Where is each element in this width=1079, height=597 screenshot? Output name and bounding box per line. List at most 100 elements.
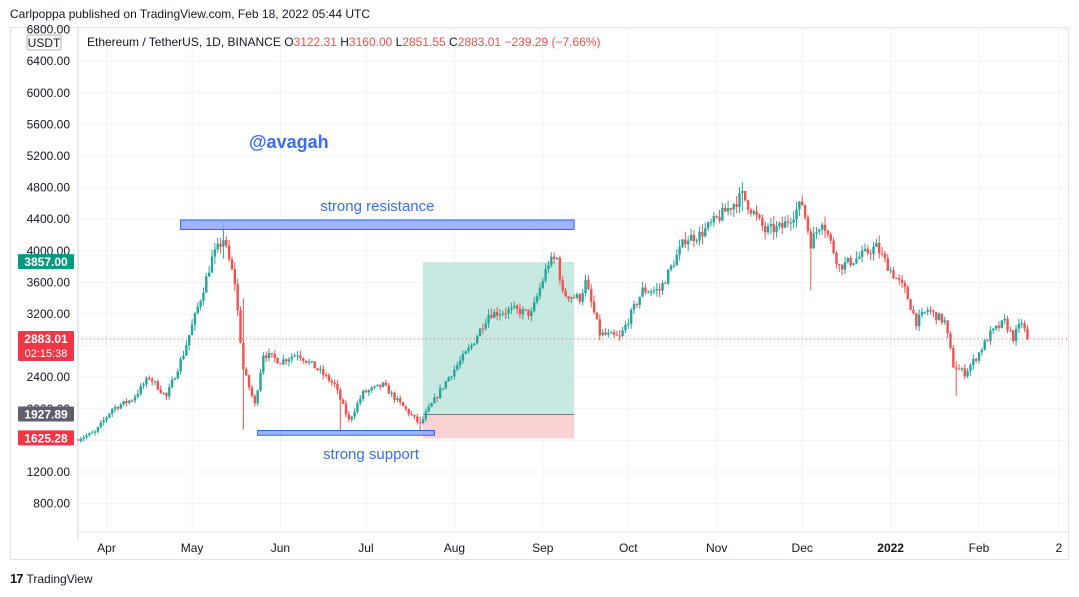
candle-body xyxy=(356,403,359,412)
candle-body xyxy=(219,243,222,247)
y-tick-label[interactable]: 5600.00 xyxy=(27,117,71,131)
x-tick-label[interactable]: Feb xyxy=(969,541,990,555)
candle-body xyxy=(507,309,510,314)
candle-body xyxy=(225,240,228,246)
candle-body xyxy=(304,360,308,363)
current-price-badge-bg xyxy=(18,331,74,362)
candle-body xyxy=(607,332,610,335)
candle-body xyxy=(1003,318,1006,321)
x-tick-label[interactable]: Oct xyxy=(619,541,638,555)
candle-body xyxy=(296,355,299,357)
candle-body xyxy=(524,309,527,311)
x-tick-label[interactable]: 2 xyxy=(1056,541,1063,555)
y-tick-label[interactable]: 2400.00 xyxy=(27,370,71,384)
annotations[interactable]: strong resistance strong support @avagah xyxy=(180,132,575,463)
resistance-zone[interactable] xyxy=(180,219,575,230)
candle-body xyxy=(564,290,567,297)
currency-label[interactable]: USDT xyxy=(28,36,61,50)
candle-body xyxy=(778,223,781,226)
candle-body xyxy=(324,374,328,376)
y-tick-label[interactable]: 3600.00 xyxy=(27,275,71,289)
candle-body xyxy=(478,328,482,337)
x-tick-label[interactable]: May xyxy=(181,541,204,555)
candle-body xyxy=(872,246,875,255)
candle-body xyxy=(518,308,522,315)
candle-body xyxy=(122,401,125,405)
candle-body xyxy=(341,399,345,404)
candle-body xyxy=(1017,323,1021,329)
candle-body xyxy=(749,209,753,214)
candle-body xyxy=(487,314,490,324)
y-tick-label[interactable]: 6400.00 xyxy=(27,54,71,68)
candle-body xyxy=(712,215,716,223)
candle-body xyxy=(473,343,476,346)
footer-brand[interactable]: TradingView xyxy=(26,571,93,586)
candle-body xyxy=(672,265,676,267)
time-axis[interactable]: Apr May Jun Jul Aug Sep Oct Nov Dec 2022 Feb 2 xyxy=(78,531,1068,555)
x-tick-label[interactable]: Nov xyxy=(706,541,727,555)
y-tick-label[interactable]: 6000.00 xyxy=(27,86,71,100)
x-tick-label[interactable]: 2022 xyxy=(877,541,904,555)
candle-body xyxy=(370,387,373,391)
x-tick-label[interactable]: Dec xyxy=(792,541,813,555)
y-tick-label[interactable]: 800.00 xyxy=(33,497,70,511)
candle-body xyxy=(379,384,382,387)
y-tick-label[interactable]: 4800.00 xyxy=(27,181,71,195)
candle-body xyxy=(270,353,274,355)
candles xyxy=(76,182,1068,443)
candle-body xyxy=(604,332,607,335)
candle-body xyxy=(972,359,975,366)
candle-body xyxy=(495,311,499,316)
candle-body xyxy=(629,309,633,325)
candle-body xyxy=(789,222,793,224)
y-tick-label[interactable]: 4400.00 xyxy=(27,212,71,226)
candle-body xyxy=(93,431,97,433)
candle-body xyxy=(233,269,237,285)
y-tick-label[interactable]: 5200.00 xyxy=(27,149,71,163)
y-tick-label[interactable]: 6800.00 xyxy=(27,23,71,37)
candle-body xyxy=(718,217,721,221)
candle-body xyxy=(133,396,137,401)
target-price-badge: 3857.00 xyxy=(24,255,68,269)
tradingview-logo-icon[interactable]: 17 xyxy=(10,571,24,586)
x-tick-label[interactable]: Sep xyxy=(532,541,554,555)
price-axis[interactable]: 800.001200.001600.002000.002400.002800.0… xyxy=(27,23,79,540)
candle-body xyxy=(652,290,656,292)
candle-body xyxy=(826,230,830,235)
candle-body xyxy=(162,392,165,394)
x-tick-label[interactable]: Aug xyxy=(444,541,465,555)
currency-box[interactable] xyxy=(26,34,62,51)
candle-body xyxy=(932,311,935,313)
candle-body xyxy=(818,229,821,232)
candle-body xyxy=(188,335,191,346)
candle-body xyxy=(264,355,268,358)
candle-body xyxy=(689,234,693,241)
candle-body xyxy=(216,243,219,250)
candle-body xyxy=(920,312,924,315)
y-tick-label[interactable]: 3200.00 xyxy=(27,307,71,321)
support-zone[interactable] xyxy=(257,429,435,436)
candle-body xyxy=(952,348,955,368)
x-tick-label[interactable]: Apr xyxy=(97,541,116,555)
x-tick-label[interactable]: Jul xyxy=(358,541,373,555)
candle-body xyxy=(247,375,251,388)
candle-body xyxy=(373,386,376,388)
candle-body xyxy=(481,328,485,330)
candle-body xyxy=(416,416,419,423)
candle-body xyxy=(843,261,847,270)
candle-body xyxy=(752,211,755,214)
candle-body xyxy=(889,270,892,272)
candle-body xyxy=(284,359,288,362)
candle-body xyxy=(980,349,984,353)
candle-body xyxy=(82,437,85,440)
x-tick-label[interactable]: Jun xyxy=(271,541,290,555)
candle-body xyxy=(108,413,111,418)
candle-body xyxy=(290,356,294,360)
candle-body xyxy=(738,193,741,207)
candle-body xyxy=(575,294,579,298)
candle-body xyxy=(923,311,927,313)
y-tick-label[interactable]: 1200.00 xyxy=(27,465,71,479)
candle-body xyxy=(809,231,812,249)
candle-body xyxy=(316,368,319,370)
